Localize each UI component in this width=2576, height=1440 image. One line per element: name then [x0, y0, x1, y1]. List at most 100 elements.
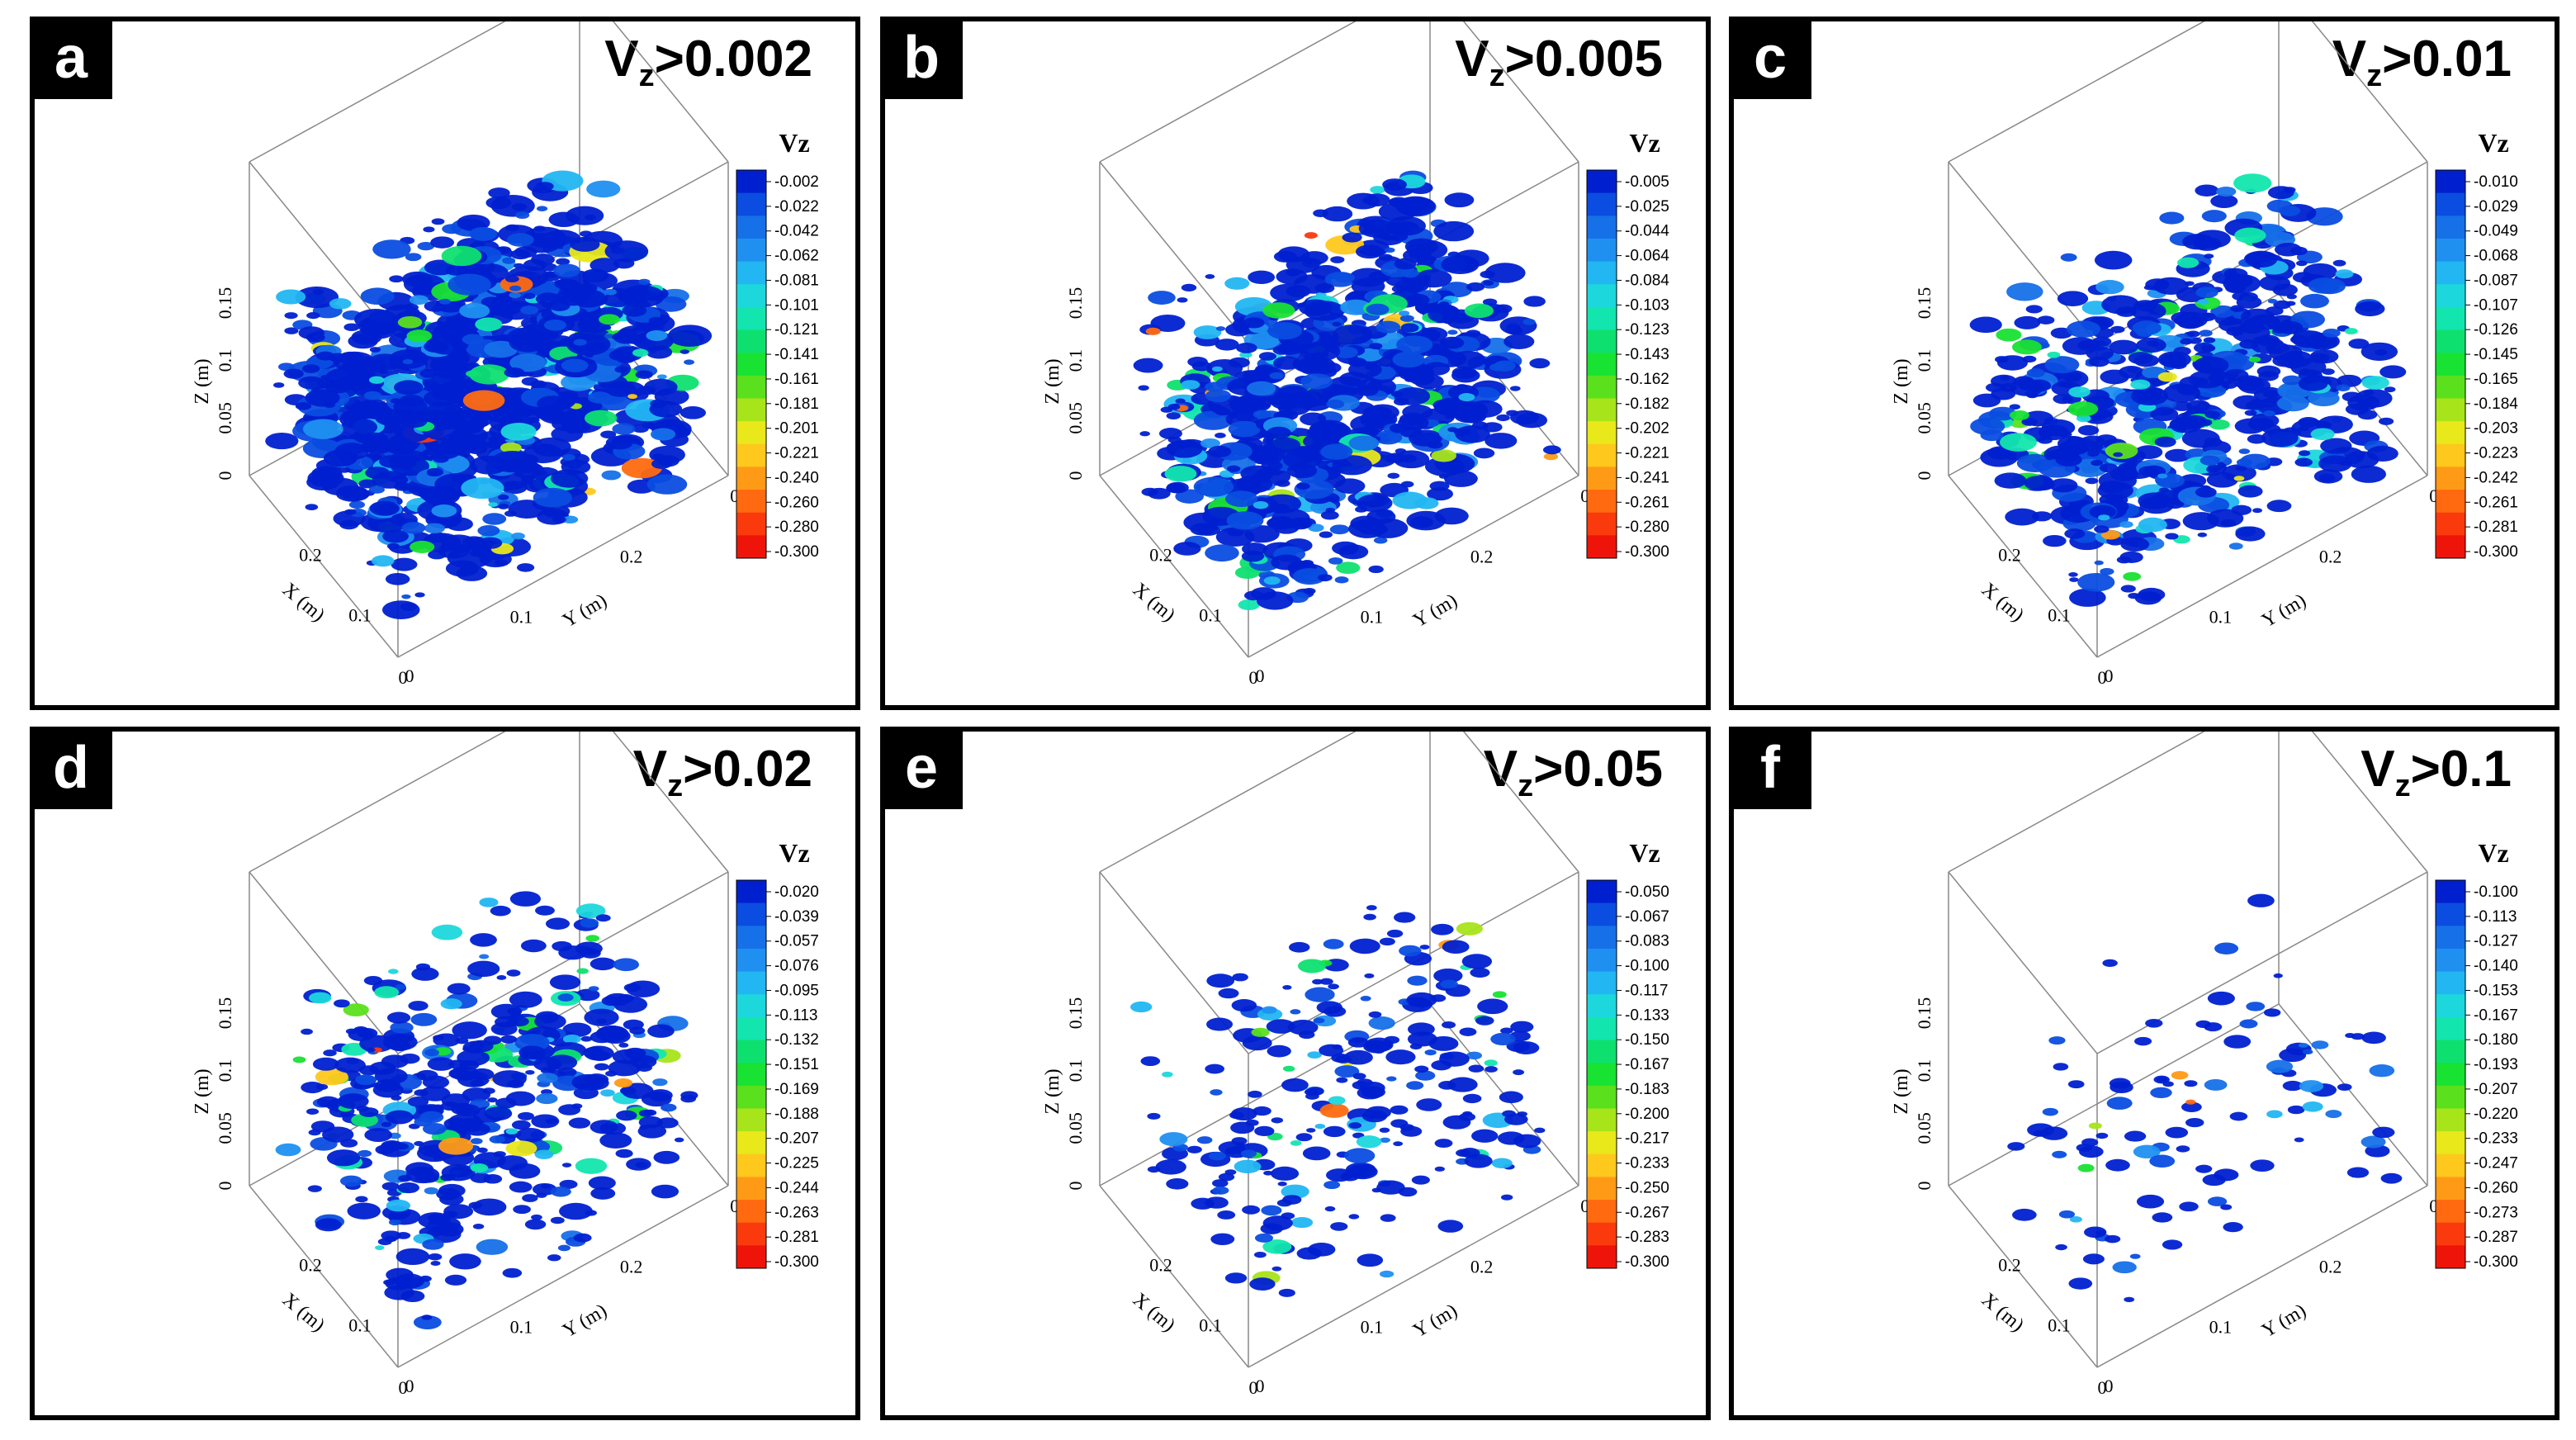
box-edge	[612, 21, 729, 163]
colorbar-tick-label: -0.250	[1625, 1179, 1669, 1196]
vortex-blob	[2274, 243, 2302, 257]
x-tick-label: 0.1	[2048, 605, 2071, 626]
vortex-blob	[570, 236, 600, 252]
vortex-blob	[2076, 414, 2091, 423]
vortex-blob	[2110, 325, 2125, 334]
vortex-blob	[2207, 991, 2235, 1006]
vortex-blob	[632, 327, 644, 333]
z-tick-label: 0.15	[1914, 287, 1934, 320]
vortex-blob	[2299, 450, 2311, 457]
vortex-blob	[1332, 321, 1342, 327]
vortex-blob	[442, 224, 462, 234]
vortex-blob	[1449, 350, 1486, 369]
z-tick-label: 0.15	[1065, 997, 1086, 1030]
vortex-blob	[1442, 1021, 1456, 1029]
vortex-blob	[1338, 372, 1369, 386]
vortex-blob	[2195, 486, 2217, 498]
vortex-blob	[2266, 1059, 2294, 1073]
vortex-blob	[584, 1008, 619, 1026]
vortex-blob	[476, 1147, 488, 1153]
vortex-blob	[462, 334, 485, 345]
vortex-blob	[1215, 339, 1239, 351]
vortex-blob	[358, 1149, 372, 1158]
colorbar-swatch	[1587, 375, 1617, 399]
vortex-blob	[561, 1163, 572, 1168]
vortex-blob	[1206, 1017, 1234, 1031]
vortex-blob	[1485, 433, 1518, 449]
vortex-blob	[1320, 510, 1339, 520]
origin-tick-label: 0	[1249, 667, 1258, 688]
box-edge	[2096, 1185, 2428, 1368]
colorbar-tick-label: -0.121	[774, 321, 819, 339]
vortex-blob	[1224, 277, 1250, 290]
colorbar-tick-label: -0.263	[774, 1204, 819, 1221]
colorbar-tick-label: -0.165	[2474, 371, 2518, 388]
colorbar-swatch	[736, 329, 766, 353]
vortex-blob	[298, 376, 324, 390]
vortex-blob	[511, 306, 522, 313]
colorbar-swatch	[736, 375, 766, 399]
vortex-blob	[1348, 1214, 1360, 1220]
vortex-blob	[372, 445, 388, 453]
vortex-blob	[305, 389, 340, 407]
title-threshold: >0.002	[654, 31, 812, 88]
vortex-blob	[547, 1254, 561, 1262]
vortex-blob	[656, 1117, 679, 1129]
colorbar-tick-label: -0.076	[774, 958, 819, 975]
colorbar-swatch	[736, 1177, 766, 1201]
vortex-blob	[2216, 187, 2237, 197]
x-axis-label: X (m)	[1977, 579, 2028, 626]
colorbar-swatch	[736, 926, 766, 950]
vortex-blob	[421, 1314, 433, 1320]
colorbar-swatch	[736, 994, 766, 1018]
colorbar-swatch	[736, 421, 766, 445]
colorbar-tick-label: -0.244	[774, 1179, 819, 1196]
colorbar-swatch	[2436, 948, 2465, 973]
vortex-blob	[361, 321, 396, 339]
colorbar-tick-label: -0.260	[2474, 1179, 2518, 1196]
vortex-blob	[2043, 534, 2067, 547]
vortex-blob	[1328, 1096, 1346, 1105]
vortex-blob	[505, 1140, 537, 1157]
z-tick-label: 0.15	[1914, 997, 1934, 1030]
colorbar-tick-label: -0.025	[1625, 198, 1669, 216]
vortex-blob	[1466, 1051, 1483, 1060]
vortex-blob	[555, 288, 590, 306]
vortex-blob	[502, 1267, 523, 1278]
vortex-blob	[2085, 477, 2099, 485]
vortex-blob	[537, 1073, 558, 1084]
colorbar-tick-label: -0.180	[2474, 1031, 2518, 1049]
vortex-blob	[2057, 435, 2088, 452]
vortex-blob	[470, 1068, 495, 1081]
vortex-blob	[1440, 979, 1458, 989]
title-threshold: >0.05	[1533, 741, 1663, 798]
vortex-blob	[2123, 571, 2142, 581]
vortex-blob	[1447, 1077, 1478, 1092]
vortex-blob	[1404, 238, 1438, 255]
vortex-blob	[1414, 1065, 1429, 1073]
vortex-blob	[2105, 1158, 2130, 1172]
vortex-blob	[372, 1082, 404, 1098]
vortex-blob	[1319, 978, 1333, 985]
vortex-blob	[652, 1078, 668, 1087]
isosurface-plot: 0.20.100.10.20.3000.050.10.15X (m)Y (m)Z…	[1042, 21, 1669, 688]
box-edge	[249, 732, 506, 873]
vortex-blob	[1313, 1017, 1325, 1024]
vortex-blob	[495, 1097, 517, 1109]
vortex-blob	[590, 957, 616, 971]
vortex-blob	[2069, 588, 2106, 607]
vortex-blob	[509, 1181, 533, 1193]
vortex-blob	[638, 1116, 663, 1129]
vortex-blob	[389, 349, 429, 369]
colorbar-swatch	[736, 1108, 766, 1132]
vortex-blob	[1262, 302, 1295, 319]
colorbar-tick-label: -0.207	[2474, 1081, 2518, 1098]
x-tick-label: 0.1	[348, 1315, 372, 1336]
box-edge	[1099, 1185, 1249, 1368]
vortex-blob	[2094, 560, 2104, 566]
vortex-blob	[1304, 1088, 1319, 1096]
vortex-blob	[440, 998, 462, 1010]
vortex-blob	[467, 960, 500, 978]
colorbar-swatch	[1587, 467, 1617, 490]
vortex-blob	[2068, 571, 2078, 577]
